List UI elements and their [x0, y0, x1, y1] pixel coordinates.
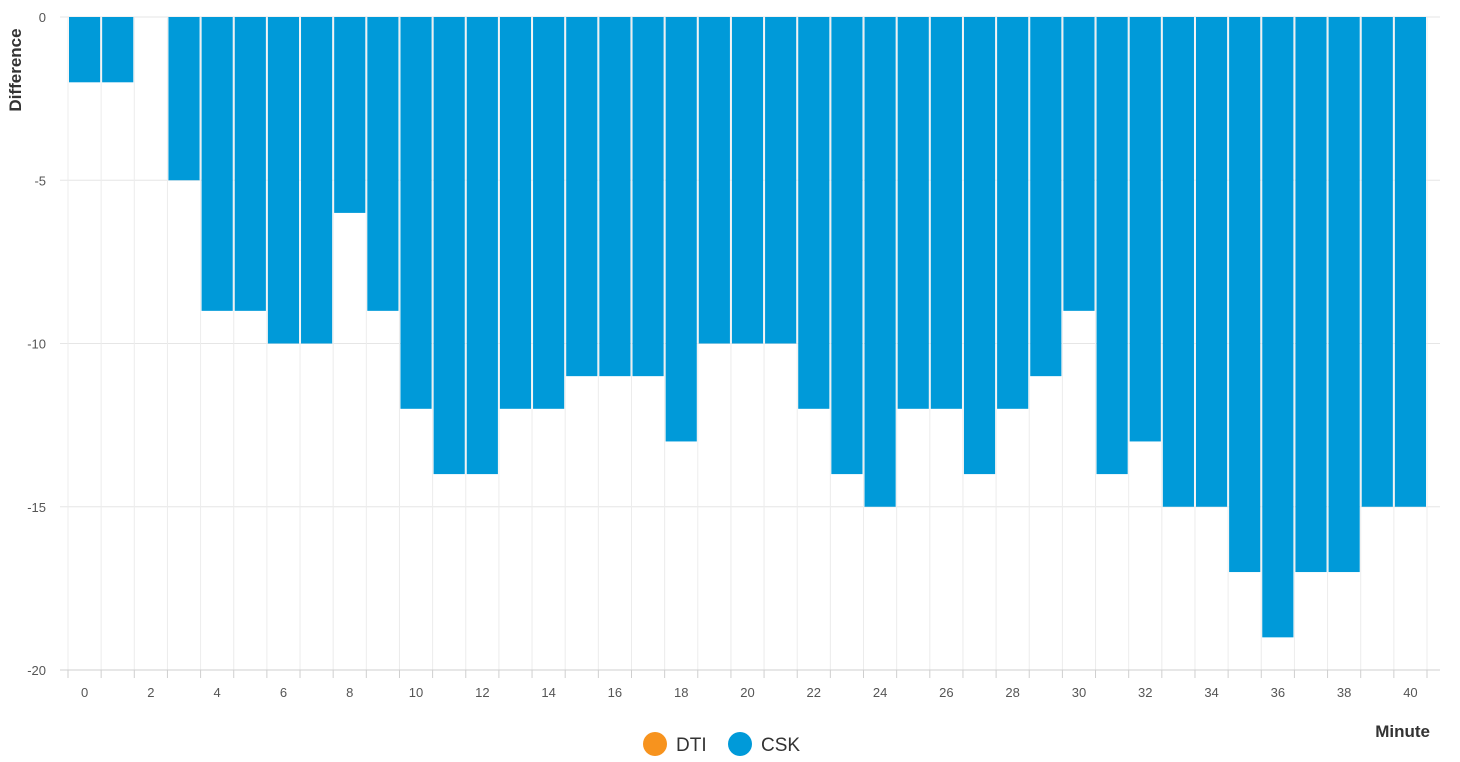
- legend-item-csk[interactable]: CSK: [728, 732, 800, 756]
- x-tick-label: 2: [147, 685, 154, 700]
- tick-labels: 0-5-10-15-200 2 4 6 8 10 12 14 16 18 20 22 24 26 28 30 3…: [27, 10, 1417, 700]
- bar-csk-minute-3[interactable]: [168, 17, 200, 181]
- x-tick-label: 38: [1337, 685, 1351, 700]
- bar-csk-minute-9[interactable]: [367, 17, 399, 311]
- x-tick-label: 30: [1072, 685, 1086, 700]
- axes-layer: [60, 669, 1440, 678]
- y-tick-label: -10: [27, 337, 46, 352]
- bar-csk-minute-30[interactable]: [1063, 17, 1095, 311]
- bar-csk-minute-21[interactable]: [765, 17, 797, 344]
- bar-csk-minute-5[interactable]: [234, 17, 266, 311]
- x-tick-label: 8: [346, 685, 353, 700]
- bar-csk-minute-16[interactable]: [599, 17, 631, 377]
- x-tick-label: 4: [214, 685, 221, 700]
- y-axis-title: Difference: [6, 28, 25, 111]
- bar-csk-minute-36[interactable]: [1262, 17, 1294, 638]
- x-tick-label: 16: [608, 685, 622, 700]
- bars-layer: [69, 17, 1426, 638]
- y-tick-label: -5: [34, 173, 46, 188]
- y-tick-label: 0: [39, 10, 46, 25]
- x-tick-label: 28: [1005, 685, 1019, 700]
- bar-csk-minute-10[interactable]: [400, 17, 432, 409]
- bar-csk-minute-31[interactable]: [1096, 17, 1128, 475]
- y-tick-label: -20: [27, 663, 46, 678]
- legend-label-dti: DTI: [676, 735, 707, 756]
- bar-csk-minute-32[interactable]: [1129, 17, 1161, 442]
- bar-csk-minute-17[interactable]: [632, 17, 664, 377]
- bar-csk-minute-23[interactable]: [831, 17, 863, 475]
- bar-csk-minute-13[interactable]: [499, 17, 532, 409]
- legend-label-csk: CSK: [761, 735, 800, 756]
- bar-csk-minute-0[interactable]: [69, 17, 101, 83]
- bar-csk-minute-39[interactable]: [1361, 17, 1393, 507]
- x-tick-label: 6: [280, 685, 287, 700]
- bar-csk-minute-6[interactable]: [267, 17, 300, 344]
- bar-csk-minute-14[interactable]: [533, 17, 565, 409]
- x-tick-label: 34: [1204, 685, 1218, 700]
- bar-csk-minute-22[interactable]: [798, 17, 830, 409]
- x-tick-label: 26: [939, 685, 953, 700]
- x-tick-label: 10: [409, 685, 423, 700]
- bar-csk-minute-1[interactable]: [102, 17, 134, 83]
- legend: DTI CSK: [643, 732, 800, 756]
- x-tick-label: 32: [1138, 685, 1152, 700]
- bar-csk-minute-12[interactable]: [466, 17, 498, 475]
- bar-csk-minute-26[interactable]: [930, 17, 962, 409]
- grid-layer: [60, 16, 1440, 671]
- x-tick-label: 36: [1271, 685, 1285, 700]
- x-tick-label: 22: [807, 685, 821, 700]
- bar-csk-minute-24[interactable]: [864, 17, 896, 507]
- legend-swatch-dti: [643, 732, 667, 756]
- bar-csk-minute-25[interactable]: [897, 17, 929, 409]
- legend-swatch-csk: [728, 732, 752, 756]
- bar-csk-minute-29[interactable]: [1030, 17, 1062, 377]
- x-tick-label: 18: [674, 685, 688, 700]
- x-tick-label: 20: [740, 685, 754, 700]
- bar-csk-minute-28[interactable]: [997, 17, 1029, 409]
- bar-csk-minute-20[interactable]: [731, 17, 764, 344]
- bar-csk-minute-40[interactable]: [1394, 17, 1426, 507]
- bar-csk-minute-4[interactable]: [201, 17, 233, 311]
- x-tick-label: 14: [541, 685, 555, 700]
- bar-csk-minute-19[interactable]: [698, 17, 730, 344]
- bar-csk-minute-8[interactable]: [334, 17, 366, 213]
- bar-csk-minute-27[interactable]: [963, 17, 996, 475]
- x-tick-label: 24: [873, 685, 887, 700]
- x-tick-label: 12: [475, 685, 489, 700]
- bar-csk-minute-11[interactable]: [433, 17, 465, 475]
- bar-csk-minute-38[interactable]: [1328, 17, 1360, 573]
- bar-csk-minute-15[interactable]: [566, 17, 598, 377]
- x-axis-title: Minute: [1375, 722, 1430, 741]
- x-tick-label: 40: [1403, 685, 1417, 700]
- bar-csk-minute-35[interactable]: [1229, 17, 1261, 573]
- bar-csk-minute-37[interactable]: [1295, 17, 1327, 573]
- bar-csk-minute-18[interactable]: [665, 17, 697, 442]
- x-tick-label: 0: [81, 685, 88, 700]
- y-tick-label: -15: [27, 500, 46, 515]
- legend-item-dti[interactable]: DTI: [643, 732, 707, 756]
- bar-csk-minute-33[interactable]: [1162, 17, 1194, 507]
- bar-csk-minute-34[interactable]: [1195, 17, 1228, 507]
- bar-csk-minute-7[interactable]: [301, 17, 333, 344]
